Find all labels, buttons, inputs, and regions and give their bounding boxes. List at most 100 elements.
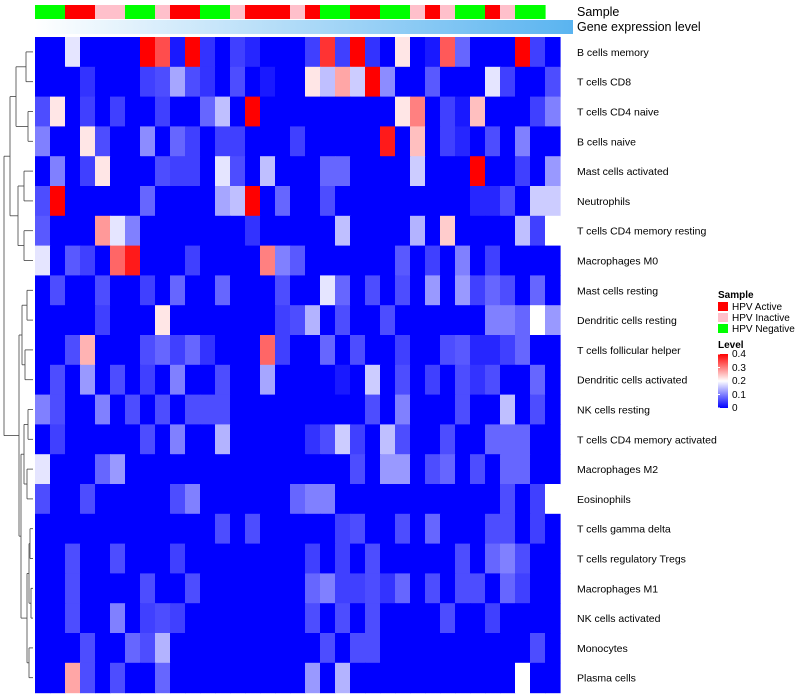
heatmap-cell bbox=[110, 454, 126, 485]
heatmap-cell bbox=[275, 424, 291, 455]
heatmap-cell bbox=[365, 662, 381, 694]
row-label: Plasma cells bbox=[577, 673, 636, 685]
sample-annotation-hpv-negative bbox=[470, 5, 486, 19]
heatmap-cell bbox=[440, 126, 456, 157]
heatmap-cell bbox=[530, 156, 546, 187]
heatmap-cell bbox=[290, 424, 306, 455]
heatmap-cell bbox=[275, 275, 291, 306]
heatmap-cell bbox=[395, 484, 411, 515]
heatmap-cell bbox=[80, 186, 96, 217]
heatmap-cell bbox=[215, 37, 231, 68]
heatmap-cell bbox=[215, 603, 231, 634]
sample-annotation-hpv-active bbox=[185, 5, 201, 19]
heatmap-cell bbox=[335, 126, 351, 157]
heatmap-cell bbox=[140, 156, 156, 187]
heatmap-cell bbox=[275, 513, 291, 545]
heatmap-cell bbox=[65, 454, 81, 485]
heatmap-cell bbox=[155, 245, 171, 276]
heatmap-cell bbox=[95, 335, 111, 366]
heatmap-cell bbox=[230, 394, 246, 425]
heatmap-cell bbox=[200, 335, 216, 366]
heatmap-cell bbox=[485, 37, 501, 68]
heatmap-cell bbox=[410, 543, 426, 574]
heatmap-cell bbox=[245, 245, 261, 276]
heatmap-cell bbox=[125, 662, 141, 694]
heatmap-cell bbox=[485, 633, 501, 664]
sample-annotation-hpv-active bbox=[425, 5, 441, 19]
heatmap-cell bbox=[260, 186, 276, 217]
heatmap-cell bbox=[170, 96, 186, 127]
heatmap-cell bbox=[215, 662, 231, 694]
heatmap-cell bbox=[290, 126, 306, 157]
heatmap-cell bbox=[65, 156, 81, 187]
heatmap-cell bbox=[95, 215, 111, 247]
heatmap-cell bbox=[500, 66, 516, 98]
level-tick-label: 0.3 bbox=[732, 363, 746, 374]
heatmap-cell bbox=[275, 305, 291, 336]
heatmap-cell bbox=[500, 633, 516, 664]
heatmap-cell bbox=[365, 96, 381, 127]
heatmap-cell bbox=[275, 66, 291, 98]
sample-legend-title: Sample bbox=[718, 290, 754, 301]
heatmap-cell bbox=[65, 543, 81, 574]
heatmap-cell bbox=[275, 215, 291, 247]
heatmap-cell bbox=[515, 335, 531, 366]
heatmap-cell bbox=[230, 96, 246, 127]
heatmap-cell bbox=[380, 156, 396, 187]
heatmap-cell bbox=[440, 37, 456, 68]
heatmap-cell bbox=[515, 245, 531, 276]
heatmap-cell bbox=[485, 484, 501, 515]
heatmap-cell bbox=[290, 484, 306, 515]
heatmap-cell bbox=[80, 37, 96, 68]
heatmap-cell bbox=[140, 454, 156, 485]
heatmap-cell bbox=[170, 335, 186, 366]
heatmap-cell bbox=[350, 633, 366, 664]
heatmap-cell bbox=[380, 275, 396, 306]
heatmap-cell bbox=[185, 66, 201, 98]
heatmap-cell bbox=[545, 245, 561, 276]
heatmap-cell bbox=[470, 156, 486, 187]
heatmap-cell bbox=[260, 513, 276, 545]
heatmap-cell bbox=[50, 484, 66, 515]
heatmap-cell bbox=[395, 394, 411, 425]
heatmap-cell bbox=[440, 156, 456, 187]
heatmap-cell bbox=[395, 662, 411, 694]
heatmap-cell bbox=[485, 96, 501, 127]
row-label: B cells memory bbox=[577, 47, 650, 59]
heatmap-cell bbox=[545, 484, 561, 515]
heatmap-cell bbox=[410, 364, 426, 396]
heatmap-cell bbox=[500, 394, 516, 425]
legend-swatch-hpv-negative bbox=[718, 324, 728, 333]
heatmap-cell bbox=[455, 305, 471, 336]
heatmap-cell bbox=[350, 335, 366, 366]
heatmap-cell bbox=[425, 424, 441, 455]
heatmap-cell bbox=[125, 484, 141, 515]
heatmap-cell bbox=[140, 603, 156, 634]
heatmap-cell bbox=[245, 215, 261, 247]
heatmap-cell bbox=[95, 37, 111, 68]
heatmap-cell bbox=[35, 215, 51, 247]
legend-swatch-hpv-inactive bbox=[718, 313, 728, 322]
heatmap-cell bbox=[380, 484, 396, 515]
heatmap-cell bbox=[410, 603, 426, 634]
heatmap-cell bbox=[305, 186, 321, 217]
heatmap-cell bbox=[35, 484, 51, 515]
heatmap-cell bbox=[350, 662, 366, 694]
heatmap-cell bbox=[380, 454, 396, 485]
sample-annotation-hpv-inactive bbox=[95, 5, 111, 19]
heatmap-cell bbox=[470, 126, 486, 157]
heatmap-cell bbox=[290, 513, 306, 545]
heatmap-cell bbox=[230, 186, 246, 217]
heatmap-cell bbox=[395, 633, 411, 664]
heatmap-cell bbox=[80, 364, 96, 396]
heatmap-cell bbox=[305, 513, 321, 545]
heatmap-cell bbox=[80, 484, 96, 515]
heatmap-cell bbox=[35, 96, 51, 127]
heatmap-cell bbox=[155, 603, 171, 634]
heatmap-cell bbox=[230, 364, 246, 396]
heatmap-cell bbox=[245, 573, 261, 604]
heatmap-cell bbox=[290, 186, 306, 217]
heatmap-cell bbox=[170, 305, 186, 336]
heatmap-cell bbox=[275, 245, 291, 276]
heatmap-cell bbox=[545, 126, 561, 157]
